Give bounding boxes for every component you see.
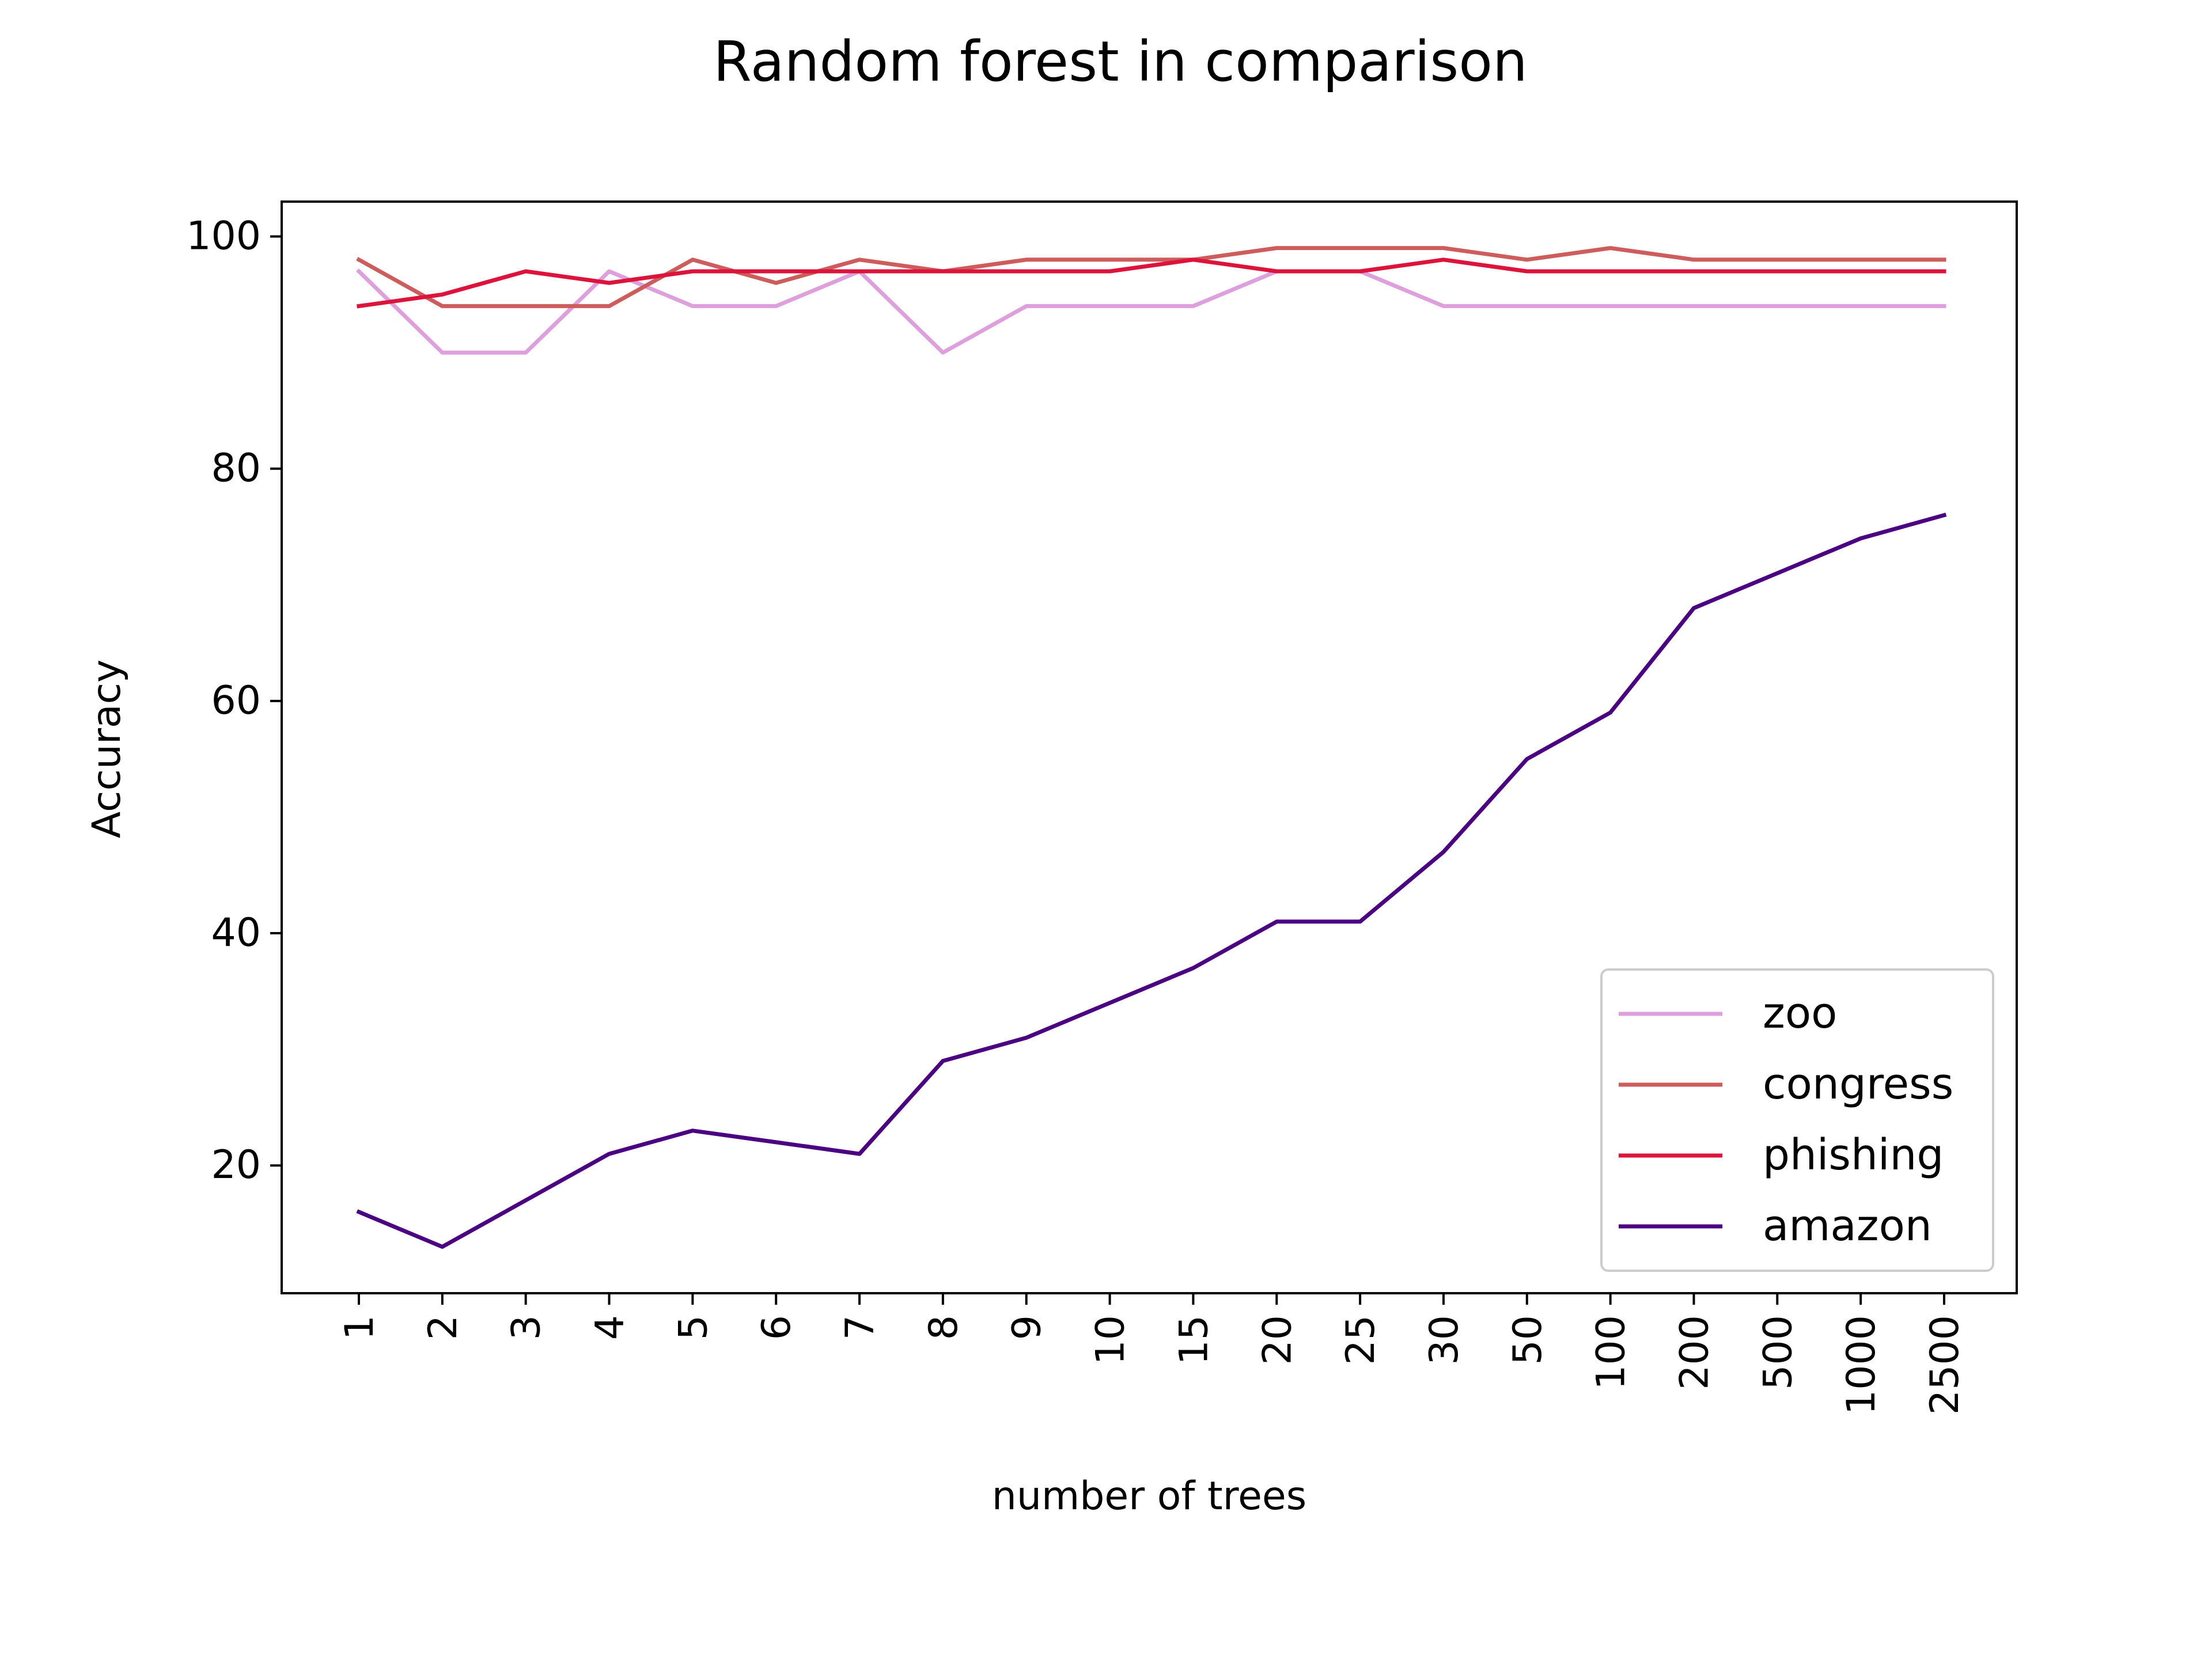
x-tick-label: 100 <box>1589 1315 1634 1390</box>
x-tick-label: 500 <box>1755 1315 1801 1390</box>
legend-box <box>1600 968 1994 1272</box>
legend-label-congress: congress <box>1763 1059 1953 1109</box>
series-line-congress <box>356 246 1946 308</box>
x-tick-label: 30 <box>1422 1315 1467 1365</box>
x-tick-label: 15 <box>1171 1315 1217 1365</box>
x-tick-label: 2500 <box>1922 1315 1968 1415</box>
x-axis-label: number of trees <box>992 1474 1306 1519</box>
x-tick-label: 8 <box>921 1315 967 1340</box>
series-line-phishing <box>357 257 1946 309</box>
x-tick-label: 25 <box>1338 1315 1384 1365</box>
y-tick-label: 60 <box>211 678 261 724</box>
plot-frame <box>281 200 2018 1294</box>
x-tick-label: 50 <box>1505 1315 1551 1365</box>
y-axis: 20 40 60 80 100 <box>186 213 282 1188</box>
x-tick-label: 1000 <box>1839 1315 1884 1415</box>
x-tick-label: 2 <box>421 1315 466 1340</box>
y-tick-label: 40 <box>211 910 261 956</box>
x-tick-label: 10 <box>1088 1315 1134 1365</box>
legend-label-amazon: amazon <box>1763 1201 1932 1251</box>
plot-area: 20 40 60 80 100 1 2 3 4 5 6 7 8 9 10 15 20 25 30 50 100 200 5… <box>186 200 2018 1415</box>
legend-entries: zoo congress phishing amazon <box>1619 988 1953 1251</box>
x-tick-label: 6 <box>754 1315 800 1340</box>
chart-title: Random forest in comparison <box>713 29 1528 94</box>
series-lines <box>356 246 1947 1249</box>
y-tick-label: 80 <box>211 446 261 491</box>
x-tick-label: 9 <box>1005 1315 1050 1340</box>
x-tick-label: 3 <box>504 1315 550 1340</box>
legend: zoo congress phishing amazon <box>1600 968 1994 1272</box>
x-tick-label: 4 <box>588 1315 633 1340</box>
x-tick-label: 5 <box>671 1315 716 1340</box>
legend-label-phishing: phishing <box>1763 1130 1944 1180</box>
x-axis: 1 2 3 4 5 6 7 8 9 10 15 20 25 30 50 100 200 500 1000 2500 <box>337 1293 1968 1415</box>
y-tick-label: 100 <box>186 213 261 259</box>
x-tick-label: 7 <box>838 1315 883 1340</box>
series-line-zoo <box>356 268 1946 355</box>
x-tick-label: 200 <box>1672 1315 1717 1390</box>
y-axis-label: Accuracy <box>84 660 130 838</box>
x-tick-label: 1 <box>337 1315 382 1340</box>
y-tick-label: 20 <box>211 1142 261 1188</box>
legend-label-zoo: zoo <box>1763 988 1837 1038</box>
x-tick-label: 20 <box>1255 1315 1300 1365</box>
series-line-amazon <box>356 512 1947 1249</box>
